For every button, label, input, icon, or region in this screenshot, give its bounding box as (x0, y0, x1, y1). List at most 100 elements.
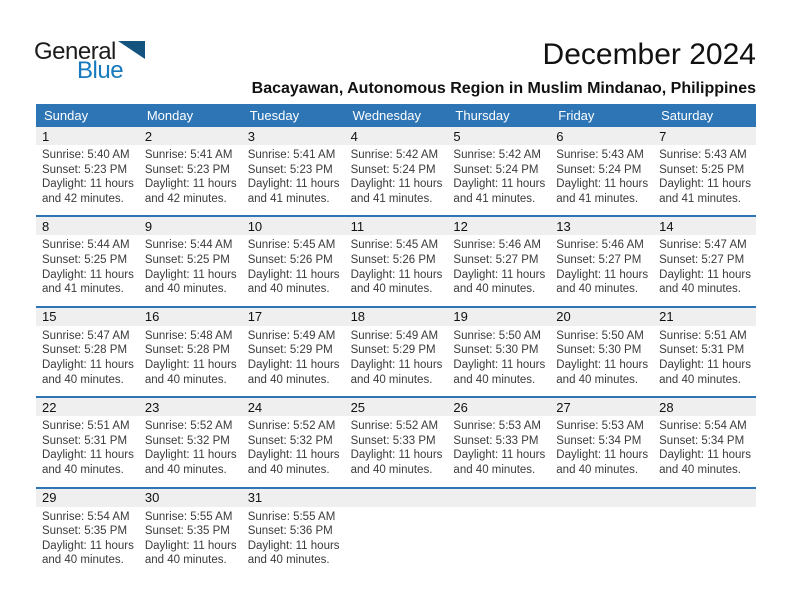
day-sunrise: Sunrise: 5:52 AM (247, 420, 336, 433)
day-sunset: Sunset: 5:24 PM (350, 163, 436, 176)
calendar-day-cell: Sunrise: 5:45 AM Sunset: 5:26 PM Daylight:… (242, 235, 345, 305)
day-number: 28 (659, 399, 674, 415)
day-sunset: Sunset: 5:27 PM (556, 253, 642, 266)
logo-top-row: General (34, 40, 145, 64)
day-daylight-line1: Daylight: 11 hours (144, 178, 237, 191)
day-sunset: Sunset: 5:33 PM (350, 434, 436, 447)
day-daylight-line1: Daylight: 11 hours (144, 449, 237, 462)
day-sunset: Sunset: 5:27 PM (659, 253, 745, 266)
day-sunrise: Sunrise: 5:45 AM (247, 239, 336, 252)
day-daylight-line1: Daylight: 11 hours (42, 268, 134, 281)
day-details-row: Sunrise: 5:51 AM Sunset: 5:31 PM Daylight:… (36, 416, 756, 486)
day-daylight-line2: and 40 minutes. (350, 283, 433, 296)
day-details-row: Sunrise: 5:44 AM Sunset: 5:25 PM Daylight:… (36, 235, 756, 305)
day-sunrise: Sunrise: 5:50 AM (556, 329, 644, 342)
day-sunset: Sunset: 5:23 PM (144, 163, 230, 176)
day-daylight-line1: Daylight: 11 hours (247, 268, 340, 281)
day-sunrise: Sunrise: 5:44 AM (42, 239, 130, 252)
day-daylight-line1: Daylight: 11 hours (350, 178, 443, 191)
day-daylight-line1: Daylight: 11 hours (350, 358, 443, 371)
day-sunrise: Sunrise: 5:55 AM (247, 510, 336, 523)
day-sunset: Sunset: 5:31 PM (42, 434, 128, 447)
day-sunrise: Sunrise: 5:55 AM (144, 510, 233, 523)
weekday-thursday: Thursday (455, 108, 510, 123)
calendar-day-cell: Sunrise: 5:42 AM Sunset: 5:24 PM Daylight:… (345, 145, 448, 215)
calendar-day-cell: Sunrise: 5:53 AM Sunset: 5:34 PM Daylight:… (550, 416, 653, 486)
calendar-empty-cell (550, 507, 653, 577)
day-sunrise: Sunrise: 5:40 AM (42, 149, 130, 161)
page-title: December 2024 (542, 38, 756, 71)
day-sunrise: Sunrise: 5:49 AM (350, 329, 439, 342)
day-sunrise: Sunrise: 5:46 AM (453, 239, 541, 252)
day-daylight-line2: and 40 minutes. (144, 283, 227, 296)
day-sunrise: Sunrise: 5:43 AM (659, 149, 747, 161)
calendar-day-cell: Sunrise: 5:50 AM Sunset: 5:30 PM Daylight:… (550, 326, 653, 396)
day-number-band: 15 16 17 18 19 20 21 (36, 307, 756, 326)
day-sunrise: Sunrise: 5:50 AM (453, 329, 541, 342)
calendar-day-cell: Sunrise: 5:43 AM Sunset: 5:24 PM Daylight:… (550, 145, 653, 215)
day-sunset: Sunset: 5:27 PM (453, 253, 539, 266)
day-sunset: Sunset: 5:35 PM (144, 525, 230, 538)
day-number: 16 (144, 309, 160, 325)
day-sunrise: Sunrise: 5:47 AM (42, 329, 130, 342)
day-daylight-line1: Daylight: 11 hours (659, 268, 751, 281)
day-daylight-line1: Daylight: 11 hours (350, 268, 443, 281)
day-sunset: Sunset: 5:29 PM (247, 344, 333, 357)
weekday-tuesday: Tuesday (249, 108, 300, 123)
day-number: 19 (453, 309, 468, 325)
day-number: 6 (556, 128, 564, 144)
calendar-day-cell: Sunrise: 5:52 AM Sunset: 5:32 PM Daylight:… (139, 416, 242, 486)
calendar-day-cell: Sunrise: 5:47 AM Sunset: 5:27 PM Daylight:… (653, 235, 756, 305)
day-sunrise: Sunrise: 5:52 AM (350, 420, 439, 433)
day-number: 18 (350, 309, 366, 325)
day-number: 7 (659, 128, 667, 144)
calendar-day-cell: Sunrise: 5:53 AM Sunset: 5:33 PM Daylight:… (447, 416, 550, 486)
day-daylight-line1: Daylight: 11 hours (659, 358, 751, 371)
calendar-day-cell: Sunrise: 5:44 AM Sunset: 5:25 PM Daylight:… (139, 235, 242, 305)
calendar-day-cell: Sunrise: 5:48 AM Sunset: 5:28 PM Daylight:… (139, 326, 242, 396)
calendar-day-cell: Sunrise: 5:55 AM Sunset: 5:35 PM Daylight:… (139, 507, 242, 577)
day-number: 15 (42, 309, 57, 325)
day-number: 26 (453, 399, 468, 415)
day-sunrise: Sunrise: 5:43 AM (556, 149, 644, 161)
logo-text-blue: Blue (77, 57, 124, 84)
day-sunrise: Sunrise: 5:51 AM (659, 329, 747, 342)
day-sunset: Sunset: 5:31 PM (659, 344, 745, 357)
day-sunrise: Sunrise: 5:54 AM (659, 420, 747, 433)
day-number: 11 (350, 218, 365, 234)
day-daylight-line1: Daylight: 11 hours (247, 178, 340, 191)
day-sunset: Sunset: 5:35 PM (42, 525, 128, 538)
day-daylight-line1: Daylight: 11 hours (556, 358, 649, 371)
day-sunrise: Sunrise: 5:41 AM (144, 149, 233, 161)
day-sunrise: Sunrise: 5:45 AM (350, 239, 439, 252)
day-daylight-line1: Daylight: 11 hours (42, 539, 134, 552)
day-number-band: 22 23 24 25 26 27 28 (36, 398, 756, 417)
day-sunrise: Sunrise: 5:48 AM (144, 329, 233, 342)
day-number: 30 (144, 490, 160, 505)
calendar-day-cell: Sunrise: 5:46 AM Sunset: 5:27 PM Daylight:… (550, 235, 653, 305)
day-daylight-line1: Daylight: 11 hours (42, 358, 134, 371)
page-subtitle: Bacayawan, Autonomous Region in Muslim M… (251, 80, 756, 97)
calendar-day-cell: Sunrise: 5:41 AM Sunset: 5:23 PM Daylight:… (139, 145, 242, 215)
day-number: 14 (659, 218, 674, 234)
day-sunset: Sunset: 5:30 PM (453, 344, 539, 357)
day-number: 21 (659, 309, 674, 325)
day-daylight-line1: Daylight: 11 hours (144, 358, 237, 371)
general-blue-logo: General Blue (34, 40, 145, 83)
day-daylight-line2: and 41 minutes. (350, 192, 433, 205)
day-number: 31 (247, 490, 263, 505)
day-daylight-line2: and 40 minutes. (42, 463, 124, 476)
day-daylight-line2: and 41 minutes. (659, 192, 741, 205)
day-number: 24 (247, 399, 263, 415)
weekday-monday: Monday (146, 108, 194, 123)
calendar-day-cell: Sunrise: 5:45 AM Sunset: 5:26 PM Daylight:… (345, 235, 448, 305)
calendar-day-cell: Sunrise: 5:46 AM Sunset: 5:27 PM Daylight:… (447, 235, 550, 305)
day-daylight-line1: Daylight: 11 hours (659, 178, 751, 191)
day-daylight-line2: and 40 minutes. (144, 373, 227, 386)
day-daylight-line1: Daylight: 11 hours (144, 268, 237, 281)
day-sunrise: Sunrise: 5:42 AM (350, 149, 439, 161)
day-sunrise: Sunrise: 5:53 AM (453, 420, 541, 433)
calendar-weeks: 1 2 3 4 5 6 7 Sunrise: 5:40 AM Sunset: 5:23 PM Da… (36, 127, 756, 577)
day-daylight-line2: and 40 minutes. (453, 283, 536, 296)
